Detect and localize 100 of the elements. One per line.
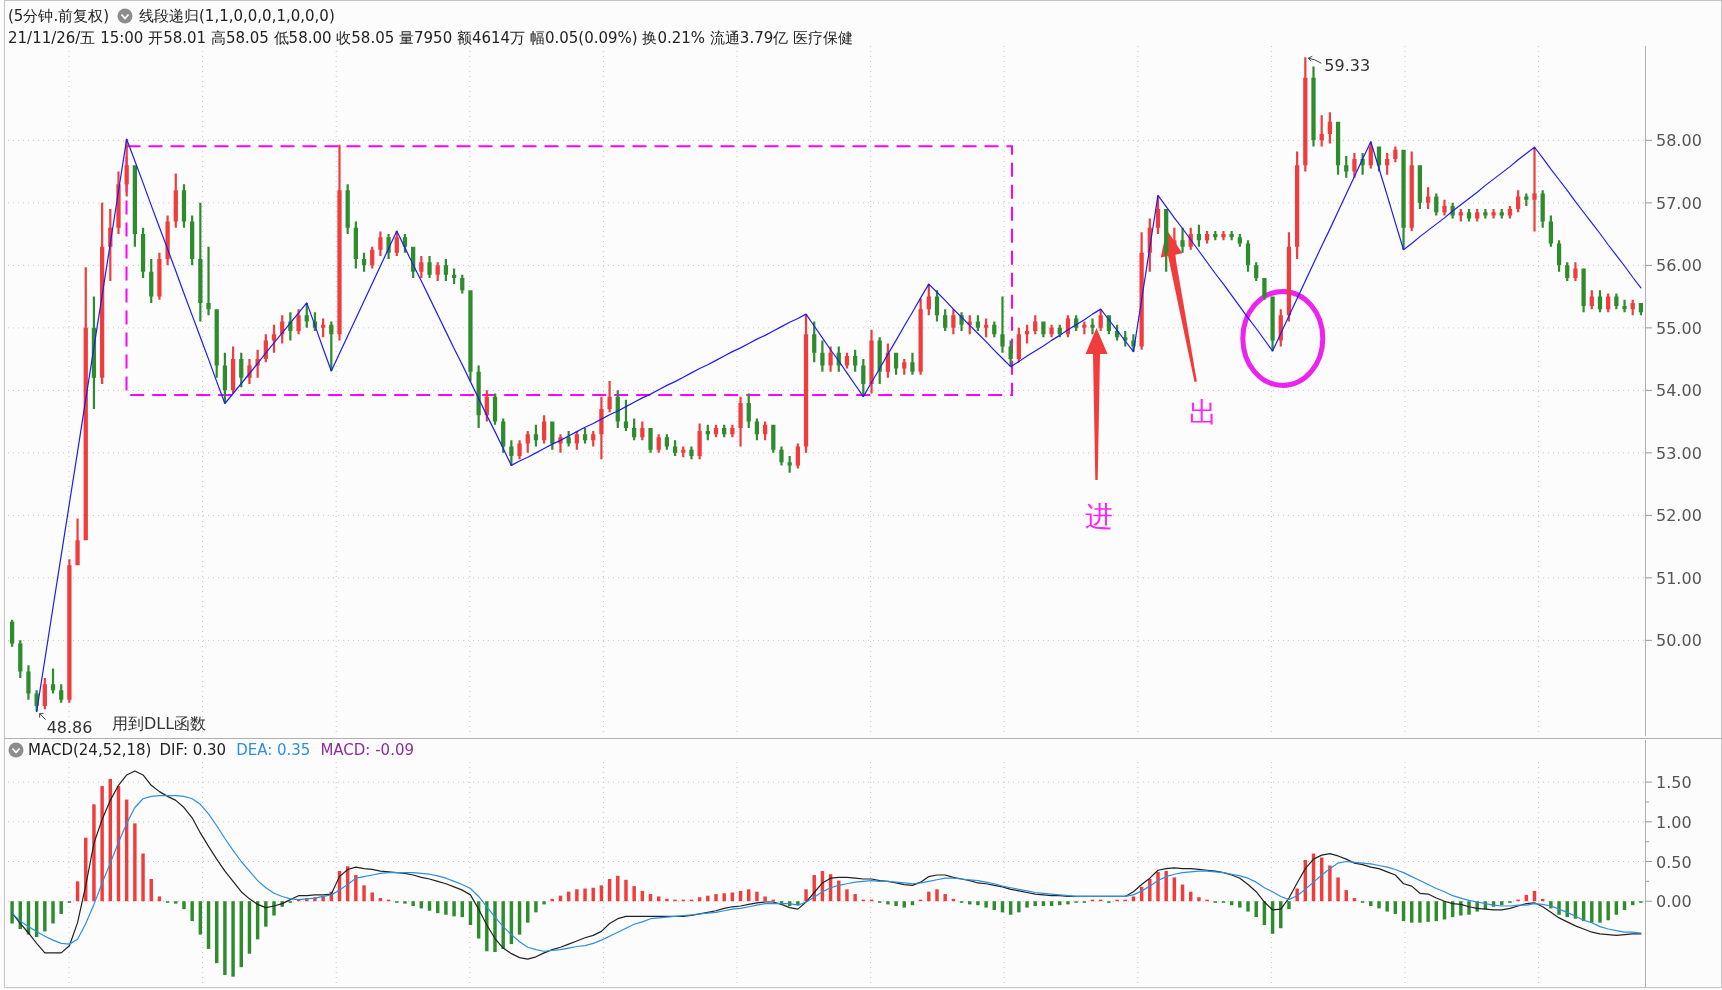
candlestick <box>206 246 211 316</box>
bar <box>1156 871 1160 902</box>
candlestick <box>738 396 743 447</box>
annotation: 进 <box>1085 500 1113 533</box>
bar <box>1148 878 1152 902</box>
candlestick <box>378 231 383 256</box>
y-tick-label: 55.00 <box>1656 318 1702 338</box>
candlestick <box>1532 147 1537 232</box>
candlestick <box>1573 262 1578 281</box>
bar <box>935 889 939 902</box>
bar <box>174 901 178 904</box>
bar <box>714 894 718 902</box>
bar <box>1606 901 1610 921</box>
bar <box>1033 901 1037 906</box>
candlestick <box>1221 231 1226 241</box>
bar <box>1238 901 1242 908</box>
bar <box>894 901 898 906</box>
bar <box>1598 901 1602 923</box>
line-series <box>11 794 1642 952</box>
bar <box>370 892 374 902</box>
candlestick <box>427 256 432 278</box>
bar <box>763 896 767 902</box>
bar <box>1049 901 1054 906</box>
candlestick <box>1180 227 1185 253</box>
y-tick-label: 52.00 <box>1656 506 1702 526</box>
annotation: 48.86 <box>46 717 93 737</box>
y-tick-label: 50.00 <box>1656 631 1702 651</box>
bar <box>403 901 407 904</box>
y-tick-label: 51.00 <box>1656 568 1702 588</box>
annotation: 59.33 <box>1324 56 1371 76</box>
bar <box>542 901 546 905</box>
bar <box>1041 901 1046 906</box>
bar <box>665 898 669 902</box>
bar <box>656 896 661 902</box>
bar <box>231 901 235 977</box>
bar <box>1369 901 1373 906</box>
candlestick <box>1090 318 1095 335</box>
text: DEA: 0.35 <box>236 741 311 759</box>
bar <box>583 888 587 902</box>
bar <box>1385 901 1389 912</box>
bar <box>501 901 505 949</box>
candlestick <box>820 340 825 372</box>
bar <box>632 886 636 902</box>
bar <box>1557 901 1561 915</box>
bar <box>943 894 947 902</box>
bar <box>59 901 63 914</box>
bar <box>1328 865 1332 902</box>
y-tick-label: 54.00 <box>1656 381 1702 401</box>
y-tick-label: 1.00 <box>1656 812 1692 832</box>
y-tick-label: 56.00 <box>1656 256 1702 276</box>
series-label: DIF: 0.30 <box>159 741 227 759</box>
bar <box>362 885 366 902</box>
bar <box>1025 901 1029 908</box>
bar <box>182 901 186 910</box>
bar <box>755 891 759 902</box>
candlestick <box>910 352 915 375</box>
annotation: 出 <box>1189 396 1217 429</box>
bar <box>1590 901 1594 923</box>
bar <box>1008 901 1013 915</box>
bar <box>264 901 268 927</box>
bar <box>485 901 489 952</box>
bar <box>853 894 857 902</box>
bar <box>1131 896 1136 902</box>
annotation: 用到DLL函数 <box>112 714 207 733</box>
bar <box>886 901 890 905</box>
bar <box>1614 901 1619 915</box>
bar <box>1459 901 1463 916</box>
bar <box>575 889 579 902</box>
bar <box>272 901 276 916</box>
y-tick-label: 53.00 <box>1656 443 1702 463</box>
bar <box>534 901 538 913</box>
bar <box>92 804 96 902</box>
bar <box>1377 901 1381 909</box>
candlestick <box>75 518 80 566</box>
bar <box>133 823 137 902</box>
bar <box>1336 877 1340 902</box>
bar <box>722 893 726 902</box>
bar <box>157 896 162 902</box>
bar <box>845 889 849 902</box>
candlestick <box>1442 199 1447 216</box>
bar <box>976 901 980 906</box>
bar <box>927 891 931 902</box>
y-tick-label: 0.50 <box>1656 852 1692 872</box>
bar <box>1164 871 1168 902</box>
text: 线段递归(1,1,0,0,0,1,0,0,0) <box>139 7 335 25</box>
bar <box>223 901 227 976</box>
bar <box>444 901 448 915</box>
bar <box>1418 901 1422 923</box>
bar <box>706 895 710 902</box>
line-series <box>36 138 1642 713</box>
bar <box>493 901 497 953</box>
chart-title: (5分钟.前复权) <box>8 7 110 25</box>
bar <box>141 853 145 902</box>
bar <box>992 901 997 910</box>
candlestick <box>1622 299 1627 313</box>
y-tick-label: 58.00 <box>1656 131 1702 151</box>
bar <box>43 901 47 932</box>
bar <box>804 889 808 902</box>
bar <box>100 786 104 902</box>
bar <box>1197 897 1201 902</box>
